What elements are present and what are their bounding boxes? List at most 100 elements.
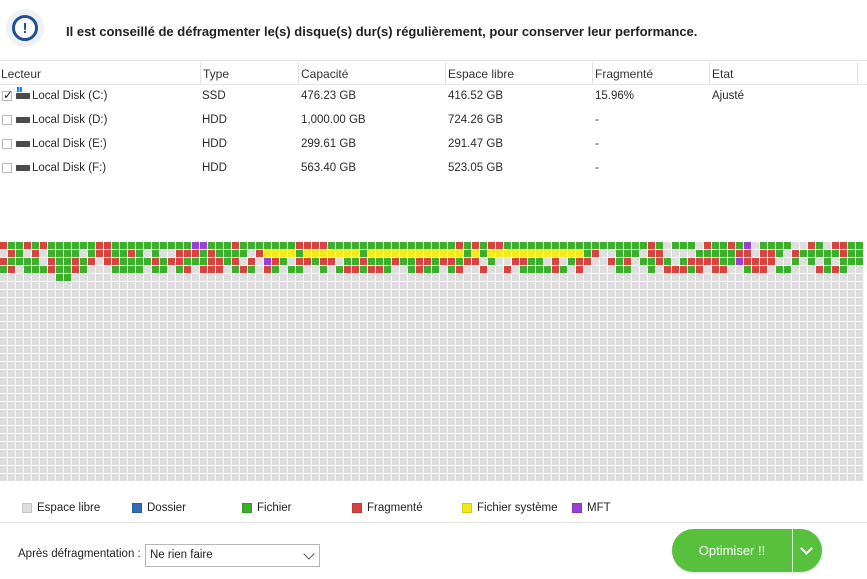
cluster-block (360, 242, 367, 249)
cluster-block (656, 426, 663, 433)
cluster-block (528, 386, 535, 393)
cluster-block (432, 306, 439, 313)
cluster-block (80, 266, 87, 273)
cluster-block (112, 298, 119, 305)
cluster-block (408, 290, 415, 297)
cluster-block (456, 410, 463, 417)
column-header-fragmented[interactable]: Fragmenté (592, 62, 653, 84)
cluster-block (824, 250, 831, 257)
cluster-block (840, 242, 847, 249)
cluster-block (232, 298, 239, 305)
cluster-block (824, 426, 831, 433)
cluster-block (200, 322, 207, 329)
optimize-button[interactable]: Optimiser !! (698, 543, 766, 558)
cluster-block (472, 330, 479, 337)
cluster-block (488, 282, 495, 289)
cluster-block (568, 242, 575, 249)
cluster-block (648, 346, 655, 353)
column-header-state[interactable]: Etat (709, 62, 733, 84)
cluster-block (424, 338, 431, 345)
table-row-f[interactable]: Local Disk (F:) HDD 563.40 GB 523.05 GB … (0, 157, 867, 181)
cluster-block (640, 410, 647, 417)
cluster-block (352, 434, 359, 441)
cluster-block (704, 370, 711, 377)
cluster-block (144, 322, 151, 329)
cluster-block (344, 378, 351, 385)
drive-checkbox[interactable] (2, 88, 13, 102)
cluster-block (672, 394, 679, 401)
cluster-block (800, 242, 807, 249)
cluster-block (360, 330, 367, 337)
cluster-block (312, 258, 319, 265)
cluster-block (752, 338, 759, 345)
cluster-block (88, 450, 95, 457)
cluster-block (160, 402, 167, 409)
cluster-block (272, 274, 279, 281)
cluster-block (408, 458, 415, 465)
cluster-block (200, 242, 207, 249)
cluster-block (80, 426, 87, 433)
cluster-block (264, 242, 271, 249)
cluster-block (744, 418, 751, 425)
cluster-block (56, 322, 63, 329)
cluster-block (424, 250, 431, 257)
cluster-block (408, 474, 415, 481)
table-row-d[interactable]: Local Disk (D:) HDD 1,000.00 GB 724.26 G… (0, 109, 867, 133)
cluster-block (136, 274, 143, 281)
cluster-block (496, 442, 503, 449)
cluster-block (128, 378, 135, 385)
cluster-block (48, 274, 55, 281)
optimize-dropdown-button[interactable] (793, 529, 822, 572)
cluster-block (640, 466, 647, 473)
cluster-block (352, 354, 359, 361)
table-row-c[interactable]: Local Disk (C:) SSD 476.23 GB 416.52 GB … (0, 85, 867, 109)
cluster-block (552, 274, 559, 281)
cluster-block (248, 410, 255, 417)
cluster-block (672, 290, 679, 297)
cluster-block (336, 362, 343, 369)
drive-checkbox[interactable] (2, 163, 12, 173)
cluster-block (16, 354, 23, 361)
cluster-block (232, 474, 239, 481)
cluster-block (8, 346, 15, 353)
cluster-block (648, 378, 655, 385)
cluster-block (288, 322, 295, 329)
cluster-block (624, 370, 631, 377)
cluster-block (88, 426, 95, 433)
cluster-block (736, 458, 743, 465)
after-defrag-select[interactable]: Ne rien faire (145, 544, 320, 567)
cluster-block (736, 354, 743, 361)
cluster-block (432, 274, 439, 281)
column-header-free-space[interactable]: Espace libre (445, 62, 514, 84)
cluster-block (712, 458, 719, 465)
cluster-block (448, 362, 455, 369)
cluster-block (304, 250, 311, 257)
drive-checkbox[interactable] (2, 115, 12, 125)
cluster-block (496, 290, 503, 297)
cluster-block (328, 250, 335, 257)
cluster-block (360, 250, 367, 257)
cluster-block (656, 250, 663, 257)
cluster-block (760, 458, 767, 465)
cluster-block (504, 354, 511, 361)
cluster-block (248, 378, 255, 385)
cluster-block (304, 290, 311, 297)
cluster-block (296, 458, 303, 465)
cluster-block (136, 258, 143, 265)
column-header-drive[interactable]: Lecteur (1, 67, 42, 81)
cluster-block (208, 242, 215, 249)
table-row-e[interactable]: Local Disk (E:) HDD 299.61 GB 291.47 GB … (0, 133, 867, 157)
cluster-block (488, 466, 495, 473)
cluster-block (424, 458, 431, 465)
drive-checkbox[interactable] (2, 139, 12, 149)
cluster-block (704, 458, 711, 465)
cluster-block (544, 466, 551, 473)
column-header-type[interactable]: Type (200, 62, 229, 84)
cluster-block (456, 402, 463, 409)
cluster-block (288, 306, 295, 313)
cluster-block (320, 346, 327, 353)
cluster-block (304, 242, 311, 249)
cluster-block (792, 418, 799, 425)
cluster-block (336, 330, 343, 337)
column-header-capacity[interactable]: Capacité (298, 62, 348, 84)
